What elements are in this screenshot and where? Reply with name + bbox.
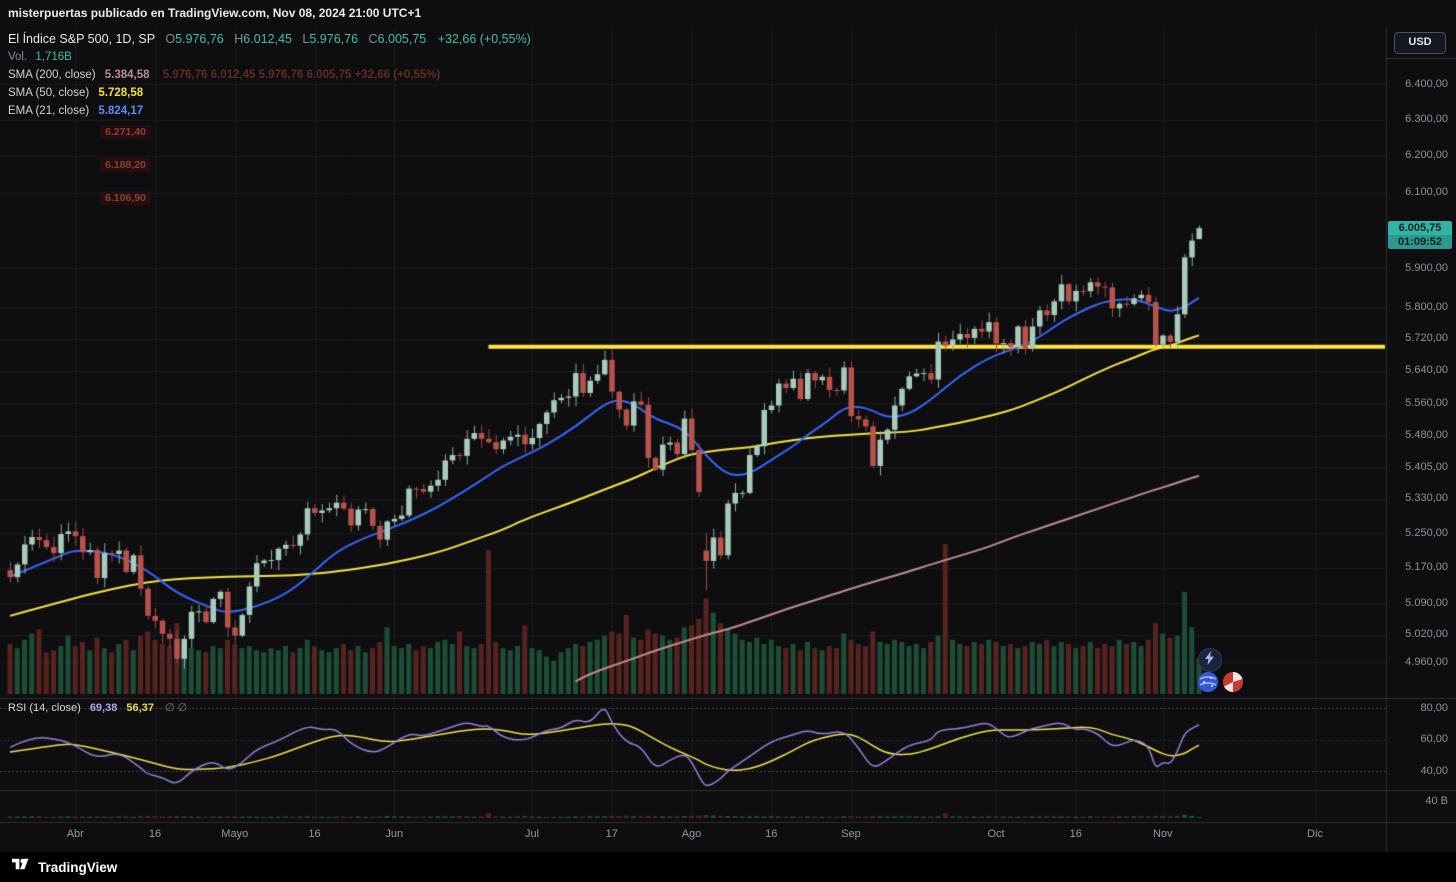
time-tick-label: 16 <box>1069 828 1082 840</box>
time-axis[interactable]: Abr 16 Mayo 16 Jun Jul 17 Ago 16 Sep Oct 16 Nov Dic <box>0 828 1386 850</box>
rsi-hidden-args: ∅ ∅ <box>165 702 188 714</box>
time-tick-label: Sep <box>841 828 861 840</box>
price-tick-label: 6.200,00 <box>1405 149 1448 162</box>
volume-label: Vol. <box>8 51 28 63</box>
reaction-icon-red[interactable] <box>1223 672 1243 692</box>
price-tick-label: 5.020,00 <box>1405 628 1448 641</box>
tradingview-brand-text[interactable]: TradingView <box>38 859 118 875</box>
time-tick-label: Oct <box>987 828 1005 840</box>
price-tick-label: 6.400,00 <box>1405 77 1448 90</box>
reaction-icon-blue[interactable] <box>1198 672 1218 692</box>
ghost-price-label: 6.106,90 <box>100 191 151 205</box>
time-tick-label: Nov <box>1152 828 1173 840</box>
bar-countdown: 01:09:52 <box>1388 235 1452 250</box>
rsi-ma-value: 56,37 <box>126 702 154 714</box>
ema21-label: EMA (21, close) <box>8 105 90 117</box>
quick-action-button[interactable] <box>1198 648 1222 672</box>
sma50-legend-row[interactable]: SMA (50, close) 5.728,58 <box>8 85 531 101</box>
low-value: 5.976,76 <box>309 32 359 46</box>
open-label: O <box>165 32 176 46</box>
time-tick-label: Dic <box>1307 828 1323 840</box>
rsi-value: 69,38 <box>89 702 118 714</box>
time-tick-label: Jul <box>524 828 540 840</box>
rsi-label: RSI (14, close) <box>8 702 81 714</box>
price-tick-label: 5.480,00 <box>1405 429 1448 442</box>
close-value: 6.005,75 <box>377 32 427 46</box>
price-tick-label: 5.560,00 <box>1405 396 1448 409</box>
price-chart-canvas[interactable] <box>0 0 1456 852</box>
price-tick-label: 5.170,00 <box>1405 561 1448 574</box>
time-tick-label: Jun <box>385 828 404 840</box>
chart-legend: El Índice S&P 500, 1D, SP O5.976,76 H6.0… <box>8 31 531 121</box>
symbol-legend-row[interactable]: El Índice S&P 500, 1D, SP O5.976,76 H6.0… <box>8 31 531 47</box>
time-tick-label: 17 <box>605 828 618 840</box>
ghost-price-label: 6.271,40 <box>100 125 151 139</box>
last-price-value: 6.005,75 <box>1398 222 1442 235</box>
publication-header-text: misterpuertas publicado en TradingView.c… <box>8 6 422 20</box>
rsi-tick-label: 80,00 <box>1420 701 1448 714</box>
price-tick-label: 5.090,00 <box>1405 596 1448 609</box>
ema21-legend-row[interactable]: EMA (21, close) 5.824,17 <box>8 103 531 119</box>
high-value: 6.012,45 <box>243 32 292 46</box>
price-tick-label: 5.900,00 <box>1405 261 1448 274</box>
time-tick-label: Ago <box>681 828 702 840</box>
sma200-value: 5.384,58 <box>104 69 150 81</box>
volume-value: 1,716B <box>35 51 72 63</box>
price-tick-label: 5.800,00 <box>1405 300 1448 313</box>
currency-toggle-button[interactable]: USD <box>1394 32 1446 54</box>
tradingview-logo-icon[interactable] <box>12 856 31 878</box>
time-tick-label: 16 <box>765 828 778 840</box>
price-tick-label: 5.720,00 <box>1405 332 1448 345</box>
open-value: 5.976,76 <box>175 32 224 46</box>
ghost-price-label: 6.188,20 <box>100 158 151 172</box>
lightning-icon <box>1204 650 1216 670</box>
price-tick-label: 6.300,00 <box>1405 113 1448 126</box>
last-price-badge[interactable]: 6.005,75 01:09:52 <box>1388 221 1452 250</box>
rsi-tick-label: 40,00 <box>1420 764 1448 777</box>
low-label: L <box>302 32 310 46</box>
volume-legend-row[interactable]: Vol. 1,716B <box>8 49 531 65</box>
rsi-legend-row[interactable]: RSI (14, close) 69,38 56,37 ∅ ∅ <box>8 701 187 714</box>
footer-bar: TradingView <box>0 852 1456 882</box>
price-tick-label: 5.405,00 <box>1405 460 1448 473</box>
sma200-label: SMA (200, close) <box>8 69 96 81</box>
sma200-ghost-text: 5.976,76 6.012,45 5.976,76 6.005,75 +32,… <box>162 69 441 81</box>
sma50-label: SMA (50, close) <box>8 87 90 99</box>
time-tick-label: Abr <box>66 828 84 840</box>
time-tick-label: 16 <box>148 828 162 840</box>
change-value: +32,66 (+0,55%) <box>437 32 531 46</box>
time-tick-label: Mayo <box>221 828 249 840</box>
close-label: C <box>368 32 378 46</box>
sma50-value: 5.728,58 <box>98 87 144 99</box>
symbol-title[interactable]: El Índice S&P 500, 1D, SP <box>8 32 155 46</box>
ema21-value: 5.824,17 <box>98 105 144 117</box>
price-tick-label: 5.330,00 <box>1405 492 1448 505</box>
price-tick-label: 6.100,00 <box>1405 186 1448 199</box>
rsi-tick-label: 60,00 <box>1420 733 1448 745</box>
time-tick-label: 16 <box>308 828 321 840</box>
price-tick-label: 5.250,00 <box>1405 526 1448 539</box>
price-tick-label: 4.960,00 <box>1405 655 1448 668</box>
high-label: H <box>234 32 244 46</box>
sma200-legend-row[interactable]: SMA (200, close) 5.384,58 5.976,76 6.012… <box>8 67 531 83</box>
volume-axis-label: 40 B <box>1425 795 1448 807</box>
price-tick-label: 5.640,00 <box>1405 364 1448 377</box>
publication-header: misterpuertas publicado en TradingView.c… <box>8 6 421 20</box>
